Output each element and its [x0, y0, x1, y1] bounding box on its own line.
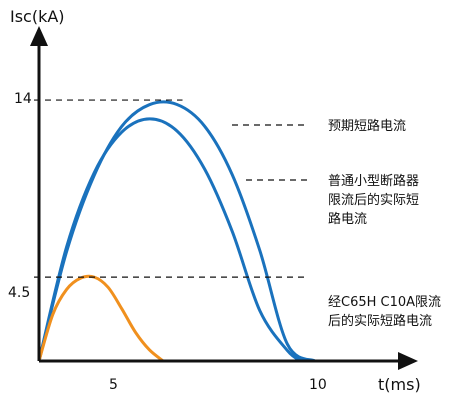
series-ordinary-mcb-current	[37, 117, 303, 363]
x-tick-label-5: 5	[109, 377, 118, 393]
series-c65h-c10a-current	[37, 274, 165, 363]
annotation-c65h-line-1: 经C65H C10A限流	[328, 295, 441, 310]
series-prospective-current	[37, 100, 316, 363]
y-tick-label-4.5: 4.5	[8, 285, 30, 301]
curves-layer	[37, 100, 316, 363]
y-axis-title: Isc(kA)	[10, 7, 65, 26]
y-tick-label-14: 14	[14, 91, 32, 107]
annotation-ordinary-mcb-line-3: 路电流	[328, 211, 367, 227]
y-axis-arrow	[30, 26, 48, 46]
reference-lines-layer	[34, 99, 308, 278]
annotation-ordinary-mcb-line-2: 限流后的实际短	[328, 192, 419, 208]
x-axis-arrow	[398, 352, 418, 370]
annotation-prospective-current: 预期短路电流	[328, 118, 406, 134]
annotation-ordinary-mcb-line-1: 普通小型断路器	[328, 173, 419, 189]
x-tick-label-10: 10	[309, 377, 327, 393]
annotation-c65h-line-2: 后的实际短路电流	[328, 313, 432, 329]
x-axis-title: t(ms)	[378, 375, 421, 394]
